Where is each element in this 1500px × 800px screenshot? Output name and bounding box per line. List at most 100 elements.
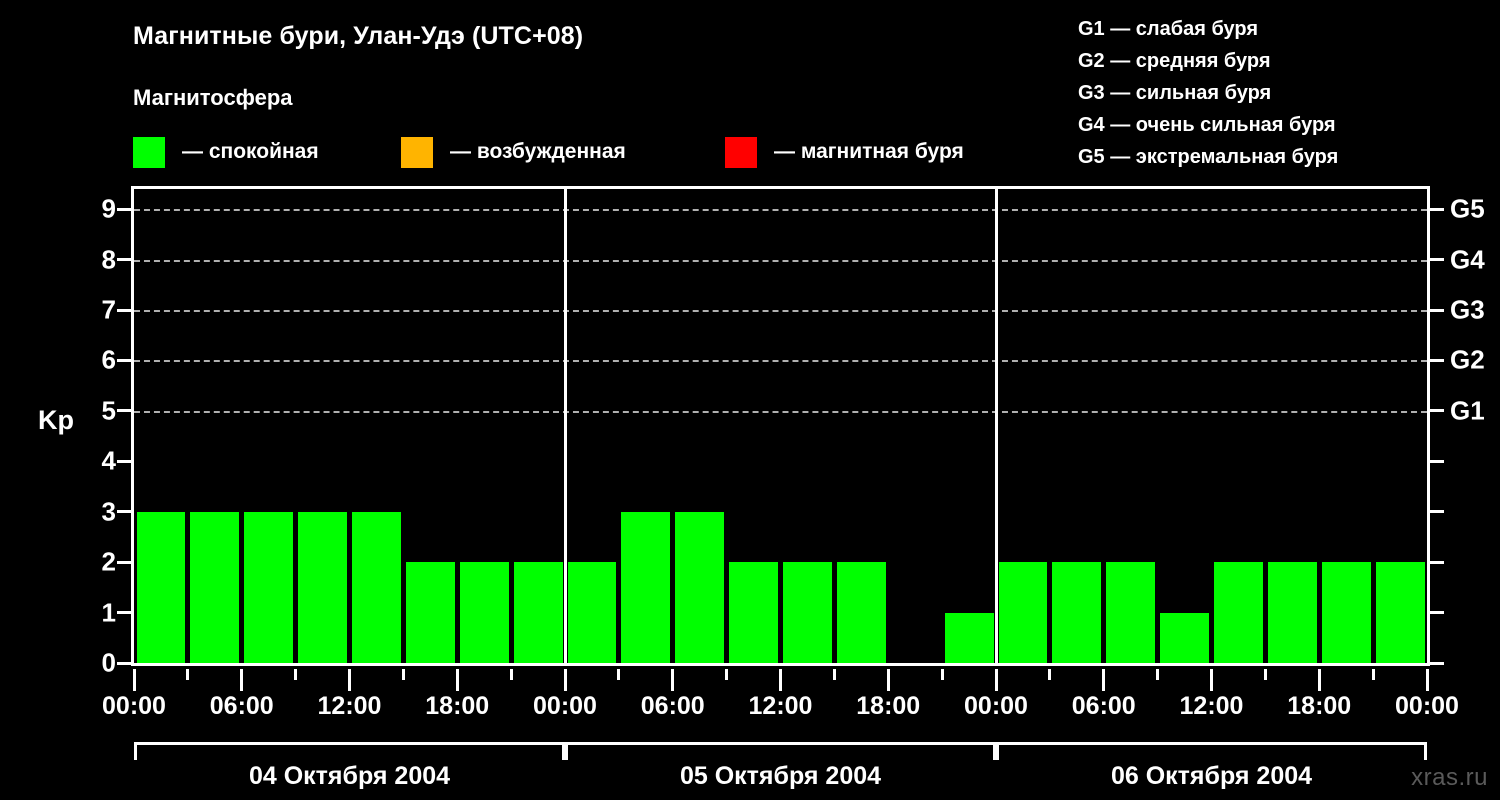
right-axis-label-G1: G1 (1450, 395, 1485, 426)
date-bracket (134, 742, 565, 760)
x-axis-label: 12:00 (317, 692, 382, 720)
legend-label-excited: — возбужденная (450, 140, 626, 163)
x-axis-major-tick (240, 669, 244, 691)
right-axis-tick-G3 (1430, 308, 1444, 312)
bar (944, 612, 994, 663)
x-axis-minor-tick (725, 669, 729, 680)
y-axis-label-9: 9 (101, 193, 116, 224)
bar (1106, 562, 1156, 663)
x-axis-major-tick (779, 669, 782, 691)
x-axis-minor-tick (294, 669, 298, 680)
legend-label-quiet: — спокойная (182, 140, 319, 163)
x-axis-minor-tick (940, 669, 944, 680)
x-axis-label: 00:00 (1395, 692, 1459, 720)
x-axis-major-tick (455, 669, 459, 691)
date-label: 04 Октября 2004 (248, 762, 451, 790)
y-axis-label-7: 7 (101, 294, 116, 325)
gridline-kp-6 (134, 360, 1427, 363)
x-axis-major-tick (132, 669, 136, 691)
date-label: 06 Октября 2004 (1110, 762, 1313, 790)
gridline-kp-8 (134, 259, 1427, 262)
bar (1214, 562, 1263, 663)
legend-item-excited: — возбужденная (401, 136, 626, 168)
g-scale-row-g1: G1 — слабая буря (1078, 18, 1259, 40)
x-axis-label: 12:00 (1179, 692, 1244, 720)
y-axis-title: Kp (38, 405, 74, 435)
y-axis-tick-0 (117, 661, 131, 665)
right-axis-ticks (1430, 186, 1444, 666)
green-square-swatch (133, 136, 165, 168)
y-axis-tick-6 (117, 358, 131, 362)
bar (836, 562, 886, 663)
bar (1267, 562, 1317, 663)
right-axis-tick-G4 (1430, 258, 1444, 262)
legend-item-quiet: — спокойная (133, 136, 319, 168)
x-axis-minor-tick (832, 669, 836, 680)
x-axis-label: 18:00 (425, 692, 490, 720)
right-axis-minor-tick-4 (1430, 459, 1444, 463)
bar (1375, 562, 1425, 663)
x-axis-label: 00:00 (533, 692, 597, 720)
x-axis-minor-tick (617, 669, 621, 680)
g-scale-row-g2: G2 — средняя буря (1078, 50, 1271, 72)
bar (621, 511, 671, 663)
date-label: 05 Октября 2004 (679, 762, 882, 790)
x-axis-ticks (131, 669, 1430, 691)
right-axis-label-G4: G4 (1450, 244, 1485, 275)
g-scale-row-g3: G3 — сильная буря (1078, 82, 1272, 104)
gridline-kp-5 (134, 410, 1427, 413)
x-axis-minor-tick (1048, 669, 1052, 680)
y-axis-label-0: 0 (101, 647, 116, 678)
x-axis-label: 06:00 (640, 692, 705, 720)
magnetosphere-heading: Магнитосфера (133, 85, 293, 110)
orange-square-swatch (401, 136, 433, 168)
y-axis-ticks (117, 186, 131, 666)
day-separator-2 (994, 189, 998, 663)
x-axis-major-tick (886, 669, 890, 691)
bar (136, 511, 186, 663)
g-scale-row-g4: G4 — очень сильная буря (1078, 114, 1336, 136)
watermark: xras.ru (1411, 764, 1488, 791)
bar (783, 562, 832, 663)
y-axis-tick-9 (117, 207, 131, 211)
x-axis-label: 00:00 (964, 692, 1028, 720)
x-axis-label: 00:00 (102, 692, 166, 720)
y-axis-label-3: 3 (101, 496, 116, 527)
x-axis-major-tick (1317, 669, 1321, 691)
y-axis-tick-2 (117, 560, 131, 564)
right-axis-label-G5: G5 (1450, 193, 1485, 224)
x-axis-minor-tick (1371, 669, 1375, 680)
chart-bars-container (134, 189, 1427, 663)
y-axis-label-5: 5 (101, 395, 116, 426)
g-scale-legend: G1 — слабая буря G2 — средняя буря G3 — … (1078, 13, 1498, 173)
x-axis-label: 06:00 (209, 692, 274, 720)
red-square-swatch (725, 136, 757, 168)
y-axis-label-2: 2 (101, 546, 116, 577)
bar (190, 511, 240, 663)
y-axis-tick-8 (117, 258, 131, 262)
legend-label-storm: — магнитная буря (774, 140, 964, 163)
x-axis-minor-tick (1156, 669, 1160, 680)
x-axis-major-tick (348, 669, 351, 691)
legend-item-storm: — магнитная буря (725, 136, 964, 168)
right-axis-tick-G1 (1430, 409, 1444, 413)
x-axis-major-tick (671, 669, 675, 691)
date-bracket (996, 742, 1427, 760)
right-axis-labels: G1 G2 G3 G4 G5 (1450, 186, 1500, 666)
right-axis-minor-tick-0 (1430, 661, 1444, 665)
right-axis-tick-G5 (1430, 207, 1444, 211)
x-axis-major-tick (1210, 669, 1213, 691)
x-axis-minor-tick (401, 669, 405, 680)
gridline-kp-9 (134, 209, 1427, 212)
x-axis-minor-tick (186, 669, 190, 680)
y-axis-tick-5 (117, 409, 131, 413)
bar (729, 562, 778, 663)
y-axis-tick-3 (117, 510, 131, 514)
bar (459, 562, 509, 663)
y-axis-tick-1 (117, 611, 131, 615)
x-axis-major-tick (994, 669, 998, 691)
x-axis-major-tick (1425, 669, 1429, 691)
bar (1052, 562, 1102, 663)
x-axis-label: 12:00 (748, 692, 813, 720)
